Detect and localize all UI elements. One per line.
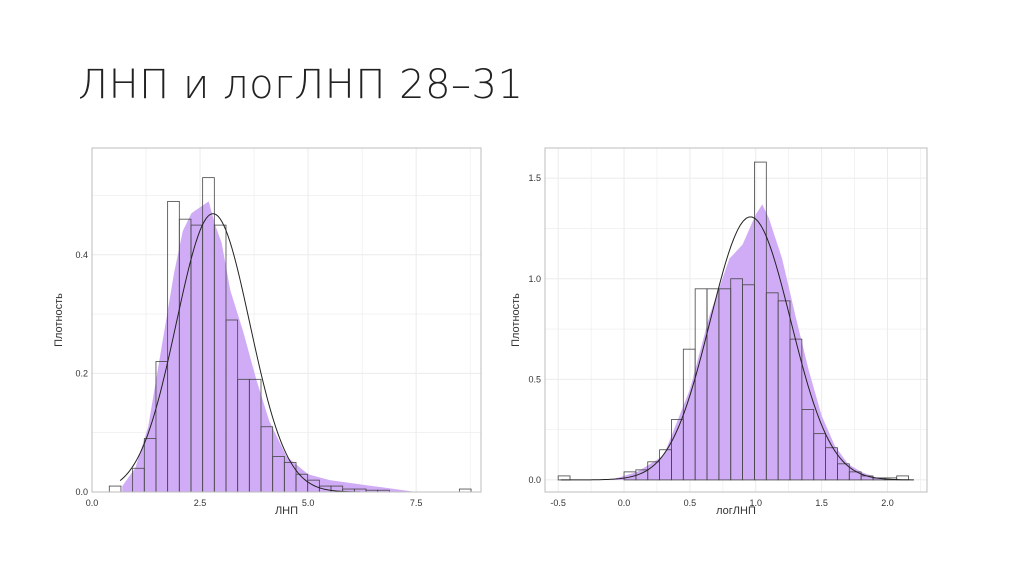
y-tick-label: 1.0 bbox=[528, 274, 541, 284]
density-area bbox=[122, 201, 417, 492]
x-tick-label: 0.0 bbox=[86, 498, 99, 508]
histogram-ldl-svg: 0.0 2.5 5.0 7.5 0.0 0.2 0.4 ЛНП Плотность bbox=[53, 147, 482, 517]
density-area bbox=[610, 204, 888, 480]
x-axis-label: логЛНП bbox=[716, 505, 756, 517]
x-tick-label: 0.5 bbox=[684, 498, 697, 508]
y-tick-label: 0.0 bbox=[528, 475, 541, 485]
plot-frame bbox=[91, 147, 482, 493]
x-tick-label: 5.0 bbox=[302, 498, 315, 508]
normal-fit-curve bbox=[119, 213, 360, 493]
y-tick-label: 0.4 bbox=[75, 250, 88, 260]
histogram-bar bbox=[108, 485, 122, 493]
histogram-ldl: 0.0 2.5 5.0 7.5 0.0 0.2 0.4 ЛНП Плотность bbox=[48, 138, 494, 522]
y-tick-label: 0.2 bbox=[75, 368, 88, 378]
histogram-bars bbox=[557, 161, 909, 481]
x-tick-label: 7.5 bbox=[410, 498, 423, 508]
plot-frame bbox=[544, 147, 928, 493]
y-axis-label: Плотность bbox=[510, 293, 522, 347]
x-tick-label: 2.5 bbox=[194, 498, 207, 508]
y-axis-label: Плотность bbox=[53, 293, 65, 347]
x-tick-label: 1.0 bbox=[750, 498, 763, 508]
slide-title: ЛНП и логЛНП 28–31 bbox=[78, 62, 524, 108]
x-tick-label: 1.5 bbox=[815, 498, 828, 508]
y-tick-label: 1.5 bbox=[528, 173, 541, 183]
histogram-bar bbox=[557, 475, 571, 481]
histogram-log-ldl-svg: -0.5 0.0 0.5 1.0 1.5 2.0 0.0 0.5 1.0 1.5 логЛНП Пло… bbox=[510, 147, 928, 517]
grid-lines bbox=[91, 148, 481, 493]
x-tick-label: 0.0 bbox=[618, 498, 631, 508]
x-tick-label: -0.5 bbox=[550, 498, 566, 508]
x-tick-label: 2.0 bbox=[881, 498, 894, 508]
y-tick-label: 0.5 bbox=[528, 374, 541, 384]
y-tick-label: 0.0 bbox=[75, 487, 88, 497]
normal-fit-curve bbox=[560, 216, 914, 481]
histogram-log-ldl: -0.5 0.0 0.5 1.0 1.5 2.0 0.0 0.5 1.0 1.5 логЛНП Пло… bbox=[505, 138, 935, 522]
x-axis-label: ЛНП bbox=[275, 505, 298, 517]
